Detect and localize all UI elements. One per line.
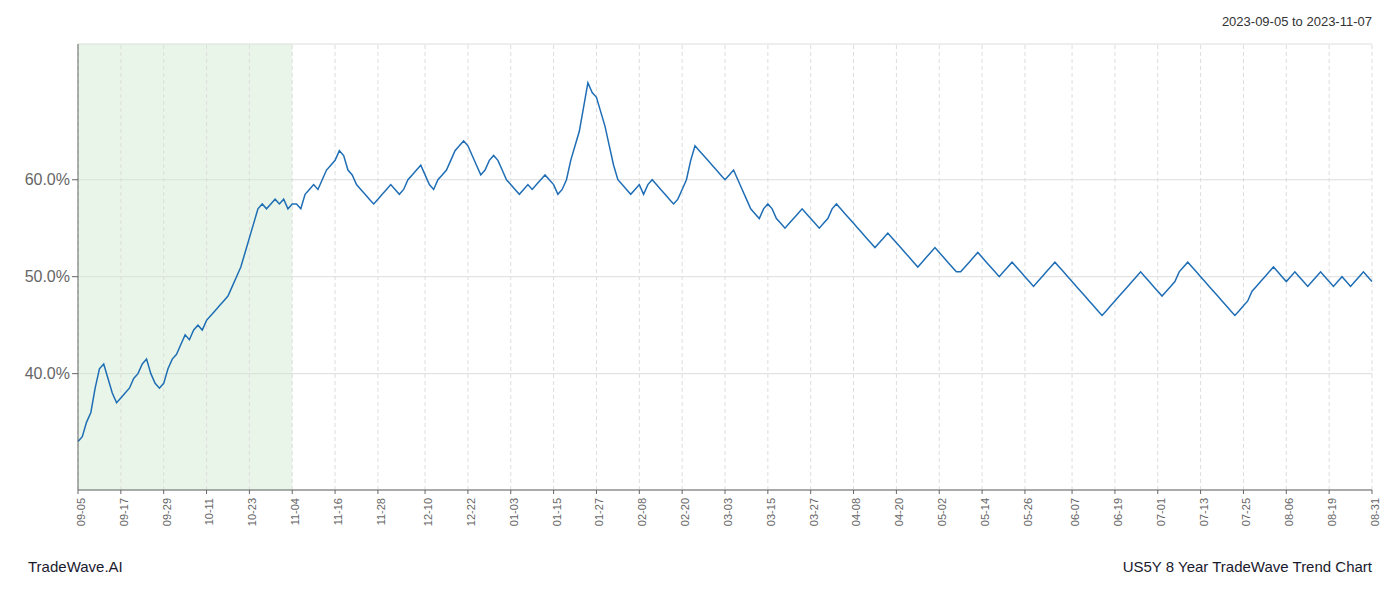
svg-text:02-08: 02-08 <box>636 498 648 526</box>
svg-text:08-31: 08-31 <box>1369 498 1381 526</box>
svg-text:01-27: 01-27 <box>593 498 605 526</box>
svg-text:11-16: 11-16 <box>332 498 344 525</box>
svg-text:03-03: 03-03 <box>722 498 734 526</box>
svg-text:04-20: 04-20 <box>893 498 905 526</box>
svg-text:50.0%: 50.0% <box>25 268 70 285</box>
svg-text:10-23: 10-23 <box>246 498 258 526</box>
svg-text:11-28: 11-28 <box>375 498 387 525</box>
svg-text:06-19: 06-19 <box>1112 498 1124 526</box>
svg-text:08-19: 08-19 <box>1326 498 1338 526</box>
svg-text:03-15: 03-15 <box>765 498 777 526</box>
svg-text:07-25: 07-25 <box>1240 498 1252 526</box>
svg-text:06-07: 06-07 <box>1069 498 1081 526</box>
svg-text:11-04: 11-04 <box>289 498 301 525</box>
svg-text:09-05: 09-05 <box>75 498 87 526</box>
svg-text:01-03: 01-03 <box>508 498 520 526</box>
svg-text:09-17: 09-17 <box>118 498 130 526</box>
svg-text:07-01: 07-01 <box>1155 498 1167 526</box>
html-text:US5Y 8 Year TradeWave Trend Ch: US5Y 8 Year TradeWave Trend Chart <box>1122 557 1372 575</box>
svg-text:05-02: 05-02 <box>936 498 948 526</box>
svg-text:07-13: 07-13 <box>1198 498 1210 526</box>
svg-text:02-20: 02-20 <box>679 498 691 526</box>
html-text:2023-09-05 to 2023-11-07: 2023-09-05 to 2023-11-07 <box>1221 13 1372 29</box>
svg-text:04-08: 04-08 <box>850 498 862 526</box>
svg-text:01-15: 01-15 <box>551 498 563 526</box>
svg-text:12-10: 12-10 <box>422 498 434 526</box>
svg-text:10-11: 10-11 <box>203 498 215 525</box>
svg-text:08-06: 08-06 <box>1283 498 1295 526</box>
svg-text:12-22: 12-22 <box>465 498 477 526</box>
svg-text:60.0%: 60.0% <box>25 171 70 188</box>
svg-text:03-27: 03-27 <box>808 498 820 526</box>
svg-text:09-29: 09-29 <box>161 498 173 526</box>
html-text:TradeWave.AI: TradeWave.AI <box>28 557 123 575</box>
svg-text:40.0%: 40.0% <box>25 365 70 382</box>
svg-text:05-26: 05-26 <box>1022 498 1034 526</box>
svg-text:05-14: 05-14 <box>979 498 991 526</box>
